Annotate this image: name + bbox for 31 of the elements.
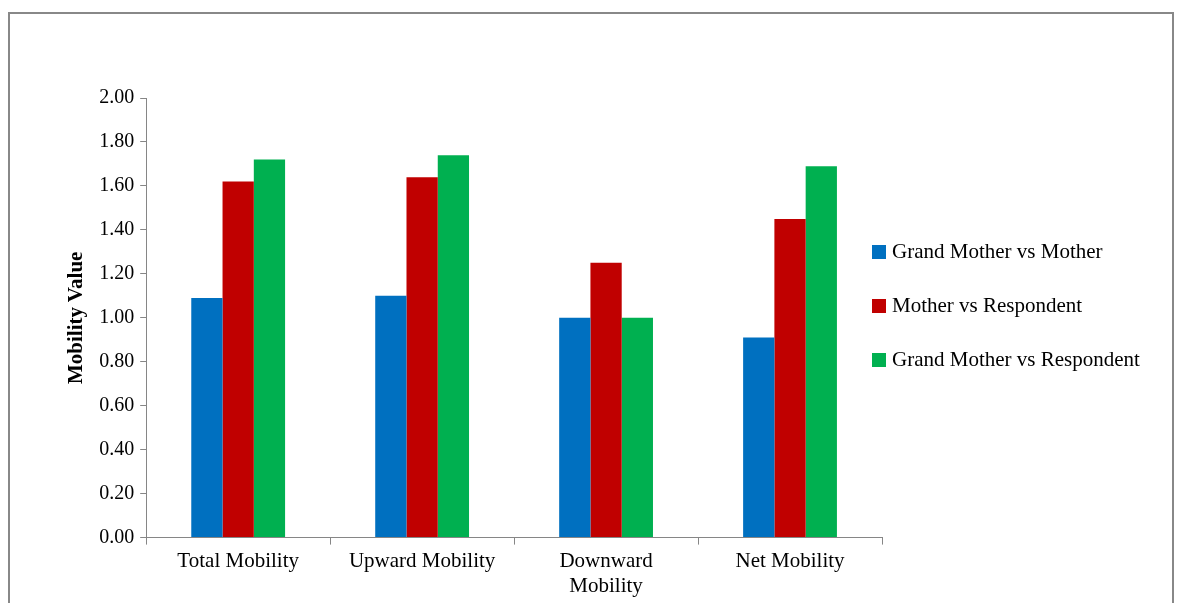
bar bbox=[559, 317, 591, 538]
bar bbox=[437, 155, 470, 538]
y-tick-label: 1.00 bbox=[99, 305, 135, 328]
legend-label: Grand Mother vs Mother bbox=[892, 238, 1103, 265]
legend-label: Mother vs Respondent bbox=[892, 292, 1083, 319]
bar bbox=[805, 166, 837, 538]
y-tick-label: 0.60 bbox=[99, 392, 135, 415]
y-tick-label: 2.00 bbox=[99, 85, 135, 108]
y-tick-label: 1.40 bbox=[99, 217, 135, 240]
y-tick-label: 1.80 bbox=[99, 129, 135, 152]
x-tick-label: Total Mobility bbox=[177, 547, 300, 572]
y-tick-label: 0.00 bbox=[99, 524, 135, 547]
x-tick-label: Net Mobility bbox=[735, 547, 846, 572]
bar bbox=[774, 218, 806, 538]
y-tick-label: 1.60 bbox=[99, 173, 135, 196]
bar bbox=[621, 317, 653, 538]
y-tick-label: 0.20 bbox=[99, 480, 135, 503]
legend-label: Grand Mother vs Respondent bbox=[892, 346, 1140, 373]
bar bbox=[375, 295, 407, 538]
y-axis-title: Mobility Value bbox=[63, 251, 88, 385]
bar bbox=[590, 262, 622, 538]
x-tick-label: Downward Mobility bbox=[559, 547, 654, 597]
x-tick-label: Upward Mobility bbox=[348, 547, 496, 572]
bar bbox=[743, 337, 775, 538]
y-tick-label: 1.20 bbox=[99, 261, 135, 284]
bar bbox=[222, 181, 254, 538]
y-tick-label: 0.80 bbox=[99, 349, 135, 372]
bar bbox=[253, 159, 286, 538]
bar bbox=[406, 177, 438, 538]
bar bbox=[191, 298, 223, 538]
y-tick-label: 0.40 bbox=[99, 436, 135, 459]
